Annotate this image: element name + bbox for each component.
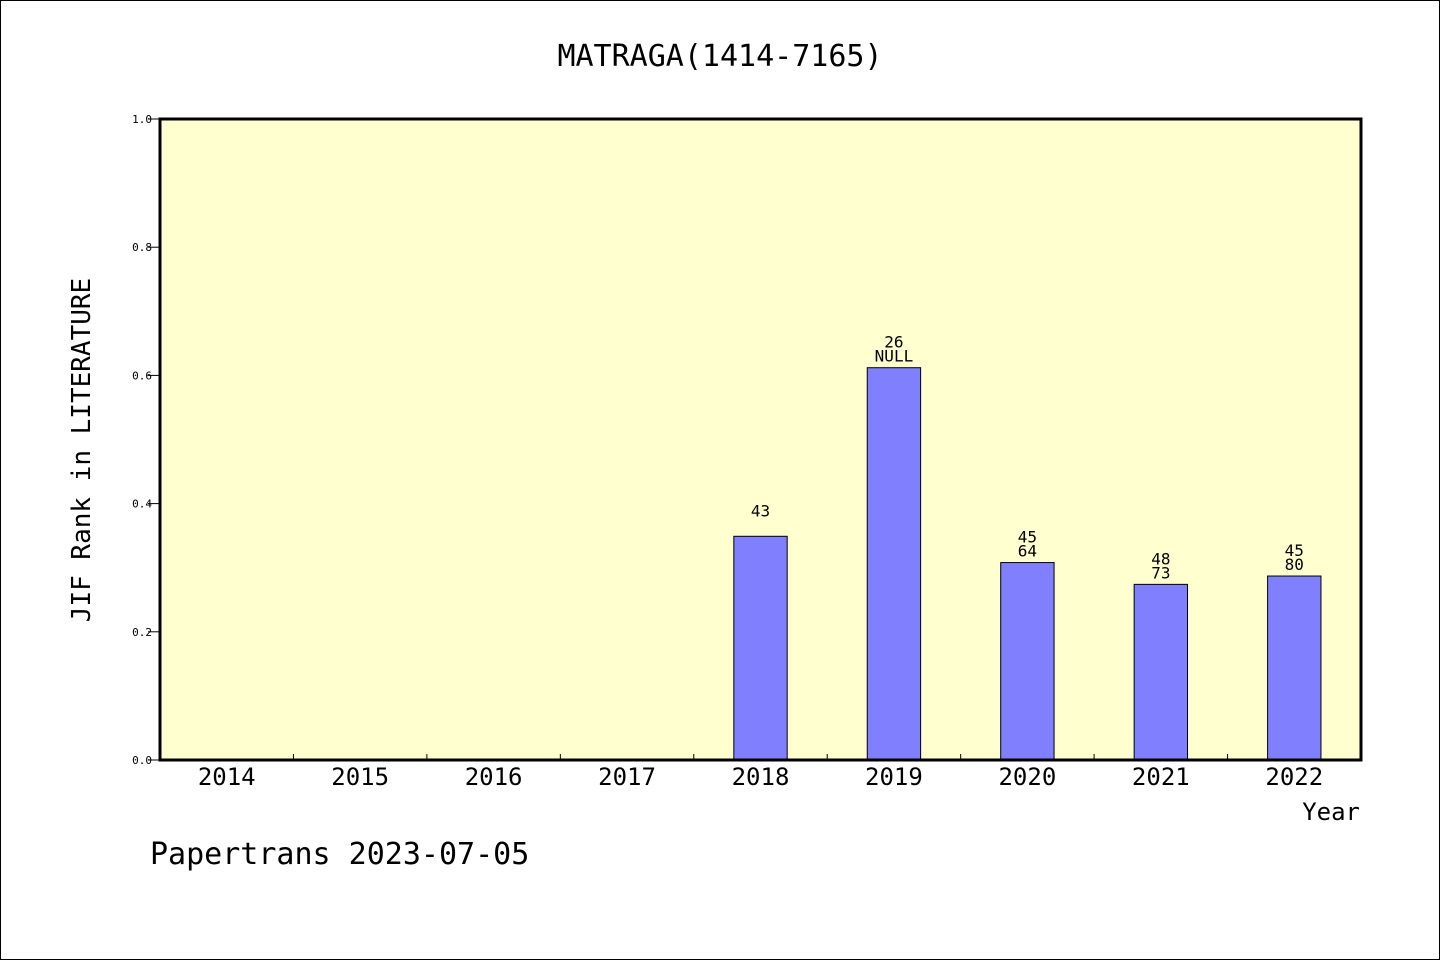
y-tick-label: 0.6 xyxy=(132,369,152,382)
bar-label-upper: 48 xyxy=(1151,549,1170,568)
x-axis-label: Year xyxy=(1302,798,1360,826)
bar-2018 xyxy=(733,535,788,761)
x-tick-label: 2020 xyxy=(998,763,1056,791)
bar-2022 xyxy=(1267,575,1322,761)
y-tick-label: 1.0 xyxy=(132,113,152,126)
y-tick-label: 0.8 xyxy=(132,241,152,254)
x-tick-label: 2015 xyxy=(331,763,389,791)
bar-label-lower: 64 xyxy=(1018,542,1037,561)
x-tick-label: 2022 xyxy=(1265,763,1323,791)
x-tick-label: 2021 xyxy=(1132,763,1190,791)
x-tick-label: 2018 xyxy=(732,763,790,791)
bars xyxy=(733,367,1322,761)
plot-border xyxy=(158,117,1363,762)
x-axis-ticks: 2014 2015 2016 2017 2018 2019 2020 2021 2022 xyxy=(198,754,1323,791)
bar-label-lower: 73 xyxy=(1151,563,1170,582)
x-tick-label: 2017 xyxy=(598,763,656,791)
x-tick-label: 2019 xyxy=(865,763,923,791)
bar-label-upper: 26 xyxy=(884,333,903,352)
bar-label-upper: 43 xyxy=(751,501,770,520)
y-tick-label: 0.4 xyxy=(132,498,152,511)
bar-2020 xyxy=(1000,562,1055,761)
bar-label-upper: 45 xyxy=(1285,541,1304,560)
y-axis-label: JIF Rank in LITERATURE xyxy=(67,278,97,622)
bar-label-lower: NULL xyxy=(875,347,914,366)
bar-label-lower: 80 xyxy=(1285,555,1304,574)
bar-2019 xyxy=(866,367,922,761)
y-tick-label: 0.2 xyxy=(132,626,152,639)
bar-2021 xyxy=(1133,583,1189,761)
chart-title: MATRAGA(1414-7165) xyxy=(557,39,882,74)
x-tick-label: 2014 xyxy=(198,763,256,791)
bar-label-upper: 45 xyxy=(1018,528,1037,547)
y-axis-ticks: 0.0 0.2 0.4 0.6 0.8 1.0 xyxy=(132,113,160,767)
footer-text: Papertrans 2023-07-05 xyxy=(150,837,529,872)
x-tick-label: 2016 xyxy=(465,763,523,791)
y-tick-label: 0.0 xyxy=(132,754,152,767)
